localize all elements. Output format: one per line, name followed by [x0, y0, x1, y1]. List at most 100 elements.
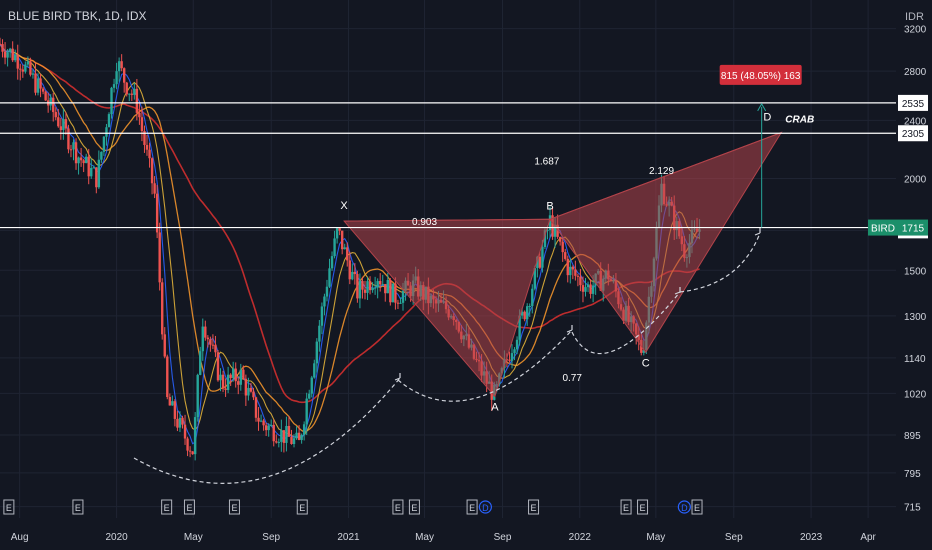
- earnings-marker-label: E: [299, 503, 305, 513]
- dividend-marker: [478, 500, 492, 514]
- candle-body: [569, 266, 572, 276]
- dividend-marker: [677, 500, 691, 514]
- candle-body: [551, 215, 554, 237]
- candle-body: [394, 283, 397, 303]
- dashed-arc-1: [133, 377, 401, 484]
- candle-body: [584, 287, 587, 292]
- candle-body: [325, 286, 329, 297]
- candle-body: [36, 78, 40, 93]
- candle-body: [378, 281, 382, 285]
- y-tick-label: 1500: [904, 266, 927, 277]
- candle-body: [576, 275, 580, 277]
- candle-body: [204, 326, 207, 338]
- candle-body: [591, 285, 595, 294]
- x-tick-label: Apr: [860, 532, 876, 543]
- candle-body: [206, 337, 210, 340]
- candle-body: [556, 224, 559, 237]
- candle-body: [39, 78, 42, 89]
- earnings-marker-label: E: [411, 503, 417, 513]
- earnings-marker: [691, 499, 703, 515]
- candle-body: [178, 417, 182, 428]
- candle-body: [224, 388, 227, 390]
- earnings-marker-label: E: [623, 503, 629, 513]
- candle-body: [196, 374, 199, 418]
- chart-title: BLUE BIRD TBK, 1D, IDX: [8, 9, 147, 23]
- pattern-ratio: 0.77: [562, 373, 582, 384]
- candle-body: [280, 430, 283, 442]
- candle-body: [249, 387, 253, 392]
- earnings-marker-label: E: [164, 503, 170, 513]
- candle-body: [26, 61, 30, 65]
- candle-body: [209, 339, 212, 345]
- candle-body: [571, 266, 575, 270]
- y-tick-label: 895: [904, 431, 921, 442]
- dashed-arrowhead: [754, 228, 761, 236]
- candle-body: [229, 374, 232, 378]
- candle-body: [117, 61, 121, 72]
- last-price-tag: [898, 219, 928, 236]
- candle-body: [199, 351, 202, 375]
- candle-body: [14, 55, 17, 61]
- candle-body: [315, 341, 319, 364]
- candle-body: [396, 302, 400, 304]
- candle-body: [130, 93, 134, 95]
- candle-body: [155, 193, 159, 233]
- moving-average-long: [0, 43, 700, 404]
- candle-body: [193, 417, 197, 455]
- candle-body: [254, 397, 258, 418]
- candle-body: [77, 157, 80, 164]
- last-price-tag-label: 1715: [902, 224, 925, 235]
- candle-body: [533, 268, 537, 289]
- candle-body: [237, 381, 240, 385]
- candle-body: [391, 283, 395, 303]
- candle-body: [335, 228, 339, 239]
- x-tick-label: May: [184, 532, 203, 543]
- axis-price-tag-label: 2305: [902, 129, 925, 140]
- candle-body: [102, 136, 106, 152]
- candle-body: [135, 88, 139, 113]
- candle-body: [21, 69, 25, 72]
- candle-body: [270, 424, 273, 426]
- dividend-marker-label: D: [681, 503, 688, 513]
- candle-body: [1, 44, 4, 52]
- candle-body: [381, 284, 384, 286]
- candle-body: [323, 296, 326, 307]
- candle-body: [112, 84, 116, 88]
- candle-body: [62, 119, 65, 131]
- y-tick-label: 3200: [904, 25, 927, 36]
- candle-body: [3, 51, 7, 58]
- candle-body: [216, 352, 220, 381]
- candle-body: [531, 288, 534, 306]
- candle-body: [52, 97, 55, 113]
- y-tick-label: 2800: [904, 67, 927, 78]
- candle-body: [348, 260, 351, 280]
- candle-body: [19, 68, 22, 70]
- pattern-ratio: 2.129: [649, 166, 674, 177]
- earnings-marker: [161, 499, 173, 515]
- candle-body: [57, 117, 60, 127]
- candle-body: [589, 284, 592, 294]
- pattern-ratio: 0.903: [412, 217, 437, 228]
- candle-body: [125, 82, 128, 95]
- earnings-marker-label: E: [6, 503, 12, 513]
- pattern-point-a: A: [491, 401, 499, 413]
- candle-body: [6, 52, 9, 58]
- candle-body: [384, 284, 387, 294]
- candle-body: [548, 215, 552, 231]
- candle-body: [262, 420, 265, 426]
- candle-body: [64, 119, 68, 129]
- candle-body: [353, 271, 357, 275]
- candle-body: [528, 305, 531, 307]
- candle-body: [107, 114, 111, 128]
- candle-body: [259, 420, 263, 422]
- earnings-marker: [637, 499, 649, 515]
- candle-body: [543, 230, 547, 247]
- earnings-marker-label: E: [186, 503, 192, 513]
- candle-body: [247, 387, 250, 396]
- candle-body: [515, 339, 519, 350]
- candle-body: [176, 418, 179, 428]
- candle-body: [267, 425, 270, 431]
- candle-body: [211, 344, 215, 346]
- candle-body: [128, 93, 131, 95]
